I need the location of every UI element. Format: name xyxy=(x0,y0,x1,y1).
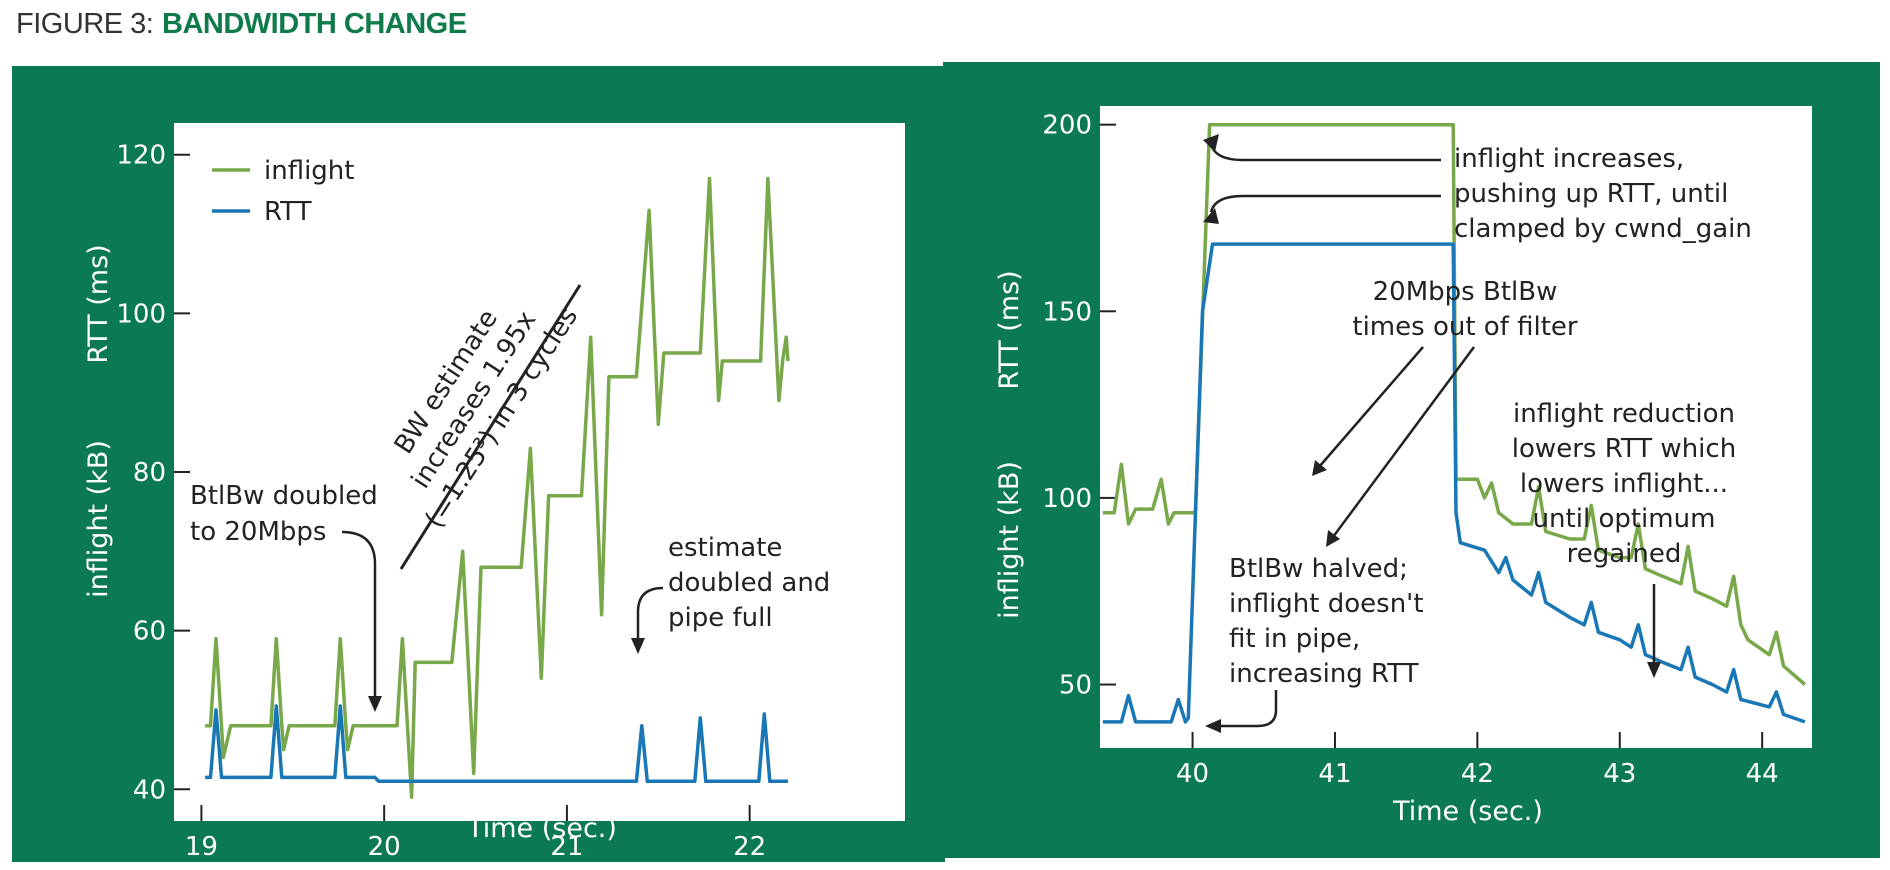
legend-label-inflight: inflight xyxy=(264,156,354,186)
inflight-increases-line-2: pushing up RTT, until xyxy=(1454,179,1728,209)
inflight-increases-arrow-bottom xyxy=(1209,194,1441,213)
reduction-arrowhead xyxy=(1647,662,1661,678)
right-chart: 50 100 150 200 40 41 42 43 44 RTT (ms) inflight … xyxy=(994,106,1812,827)
series-line-rtt xyxy=(1102,242,1806,724)
y-axis-label-inflight: inflight (kB) xyxy=(994,461,1025,619)
x-tick-label: 42 xyxy=(1461,759,1494,789)
series-line-inflight xyxy=(1102,122,1807,686)
halved-line-4: increasing RTT xyxy=(1229,659,1419,689)
x-tick-label: 43 xyxy=(1603,759,1636,789)
timeout-arrow-1 xyxy=(1318,346,1424,468)
reduction-line-2: lowers RTT which xyxy=(1512,434,1736,464)
halved-line-1: BtlBw halved; xyxy=(1229,554,1408,584)
y-tick-label: 120 xyxy=(116,141,166,171)
btlbw-doubled-arrow xyxy=(341,530,377,696)
left-plot-area xyxy=(174,123,905,821)
inflight-increases-arrowhead-bottom xyxy=(1203,208,1219,224)
y-tick-label: 40 xyxy=(133,775,166,805)
estimate-doubled-arrowhead xyxy=(631,638,645,654)
estimate-doubled-arrow xyxy=(636,586,664,639)
x-axis-label: Time (sec.) xyxy=(1392,796,1543,827)
reduction-line-1: inflight reduction xyxy=(1513,399,1735,429)
x-tick-label: 40 xyxy=(1176,759,1209,789)
legend: inflight RTT xyxy=(212,156,354,227)
reduction-line-5: regained xyxy=(1567,539,1682,569)
halved-line-3: fit in pipe, xyxy=(1229,624,1360,654)
estimate-doubled-line-1: estimate xyxy=(668,533,782,563)
x-tick-label: 22 xyxy=(733,832,766,862)
halved-line-2: inflight doesn't xyxy=(1229,589,1424,619)
annotation-btlbw-doubled: BtlBw doubled to 20Mbps xyxy=(190,481,382,712)
halved-arrowhead xyxy=(1205,719,1221,733)
y-tick-label: 80 xyxy=(133,458,166,488)
btlbw-doubled-line-2: to 20Mbps xyxy=(190,517,326,547)
x-axis-label: Time (sec.) xyxy=(466,813,617,844)
annotation-estimate-doubled: estimate doubled and pipe full xyxy=(631,533,830,654)
figure-name: BANDWIDTH CHANGE xyxy=(162,8,467,40)
y-tick-label: 60 xyxy=(133,617,166,647)
legend-label-rtt: RTT xyxy=(264,197,312,227)
left-chart-panel: 40 60 80 100 120 19 20 21 22 inflight RTT RTT (m… xyxy=(12,66,945,862)
halved-arrow xyxy=(1221,690,1278,728)
reduction-line-4: until optimum xyxy=(1533,504,1716,534)
timeout-arrow-2 xyxy=(1331,346,1476,538)
y-axis-label-rtt: RTT (ms) xyxy=(994,270,1025,389)
x-tick-label: 19 xyxy=(185,832,218,862)
y-axis-label-rtt: RTT (ms) xyxy=(83,244,114,363)
y-tick-label: 100 xyxy=(1042,484,1092,514)
left-chart: 40 60 80 100 120 19 20 21 22 inflight RTT RTT (m… xyxy=(83,123,905,862)
estimate-doubled-line-3: pipe full xyxy=(668,603,773,633)
estimate-doubled-line-2: doubled and xyxy=(668,568,830,598)
reduction-line-3: lowers inflight... xyxy=(1520,469,1728,499)
inflight-increases-line-1: inflight increases, xyxy=(1454,144,1684,174)
inflight-increases-line-3: clamped by cwnd_gain xyxy=(1454,214,1752,244)
annotation-timeout: 20Mbps BtlBw times out of filter xyxy=(1312,277,1578,547)
inflight-increases-arrowhead-top xyxy=(1203,134,1219,152)
x-tick-label: 44 xyxy=(1746,759,1779,789)
x-tick-label: 41 xyxy=(1318,759,1351,789)
btlbw-doubled-arrowhead xyxy=(368,696,382,712)
timeout-line-2: times out of filter xyxy=(1352,312,1578,342)
timeout-line-1: 20Mbps BtlBw xyxy=(1373,277,1558,307)
y-tick-label: 150 xyxy=(1042,297,1092,327)
y-tick-label: 200 xyxy=(1042,111,1092,141)
timeout-arrowhead-2 xyxy=(1326,530,1340,547)
series-line-inflight xyxy=(205,176,790,799)
y-tick-label: 100 xyxy=(116,299,166,329)
timeout-arrowhead-1 xyxy=(1312,460,1327,476)
figure-number: FIGURE 3: xyxy=(16,8,154,40)
annotation-inflight-increases: inflight increases, pushing up RTT, unti… xyxy=(1203,134,1752,244)
x-tick-label: 21 xyxy=(550,832,583,862)
annotation-halved: BtlBw halved; inflight doesn't fit in pi… xyxy=(1205,554,1424,733)
x-tick-label: 20 xyxy=(368,832,401,862)
right-chart-panel: 50 100 150 200 40 41 42 43 44 RTT (ms) inflight … xyxy=(943,62,1880,858)
y-axis-label-inflight: inflight (kB) xyxy=(83,440,114,598)
annotation-reduction: inflight reduction lowers RTT which lowe… xyxy=(1512,399,1736,678)
bw-estimate-slope-line xyxy=(399,284,582,570)
btlbw-doubled-line-1: BtlBw doubled xyxy=(190,481,378,511)
y-tick-label: 50 xyxy=(1059,671,1092,701)
figure-title: FIGURE 3: BANDWIDTH CHANGE xyxy=(16,6,467,41)
series-line-rtt xyxy=(205,704,788,784)
